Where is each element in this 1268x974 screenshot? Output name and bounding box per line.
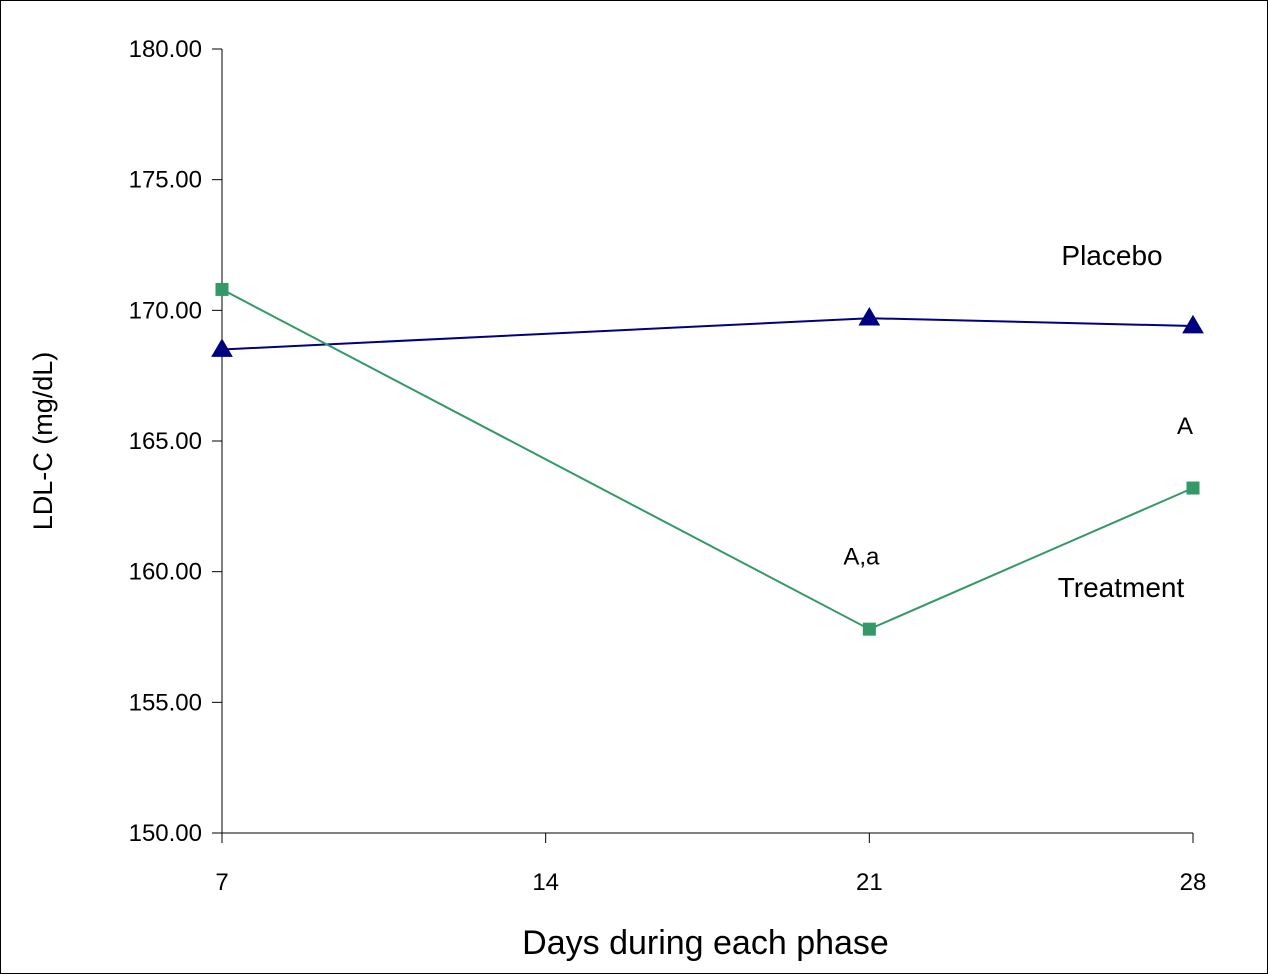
- significance-annotation: A: [1177, 413, 1193, 440]
- treatment-series-label: Treatment: [1058, 572, 1185, 603]
- y-tick-label: 155.00: [129, 689, 202, 716]
- x-tick-label: 7: [215, 869, 228, 896]
- placebo-point: [211, 338, 233, 357]
- y-axis-title: LDL-C (mg/dL): [28, 352, 58, 531]
- chart-labels: Placebo Treatment A,a A: [843, 240, 1193, 603]
- placebo-point: [1182, 314, 1204, 334]
- x-tick-label: 14: [532, 869, 559, 896]
- treatment-point: [862, 622, 876, 636]
- y-tick-label: 180.00: [129, 36, 202, 63]
- placebo-point: [858, 306, 881, 326]
- y-tick-label: 150.00: [129, 820, 202, 847]
- treatment-point: [1186, 481, 1200, 495]
- y-tick-label: 165.00: [129, 428, 202, 455]
- significance-annotation: A,a: [843, 544, 880, 571]
- series-markers: [211, 282, 1204, 636]
- treatment-point: [215, 282, 229, 296]
- placebo-series-label: Placebo: [1061, 240, 1162, 271]
- y-tick-label: 170.00: [129, 297, 202, 324]
- x-tick-label: 28: [1180, 869, 1207, 896]
- y-tick-label: 160.00: [129, 559, 202, 586]
- x-tick-label: 21: [856, 869, 883, 896]
- x-axis-title: Days during each phase: [522, 924, 889, 962]
- axes: 150.00 155.00 160.00 165.00 170.00 175.00 180.…: [28, 36, 1206, 962]
- y-tick-label: 175.00: [129, 167, 202, 194]
